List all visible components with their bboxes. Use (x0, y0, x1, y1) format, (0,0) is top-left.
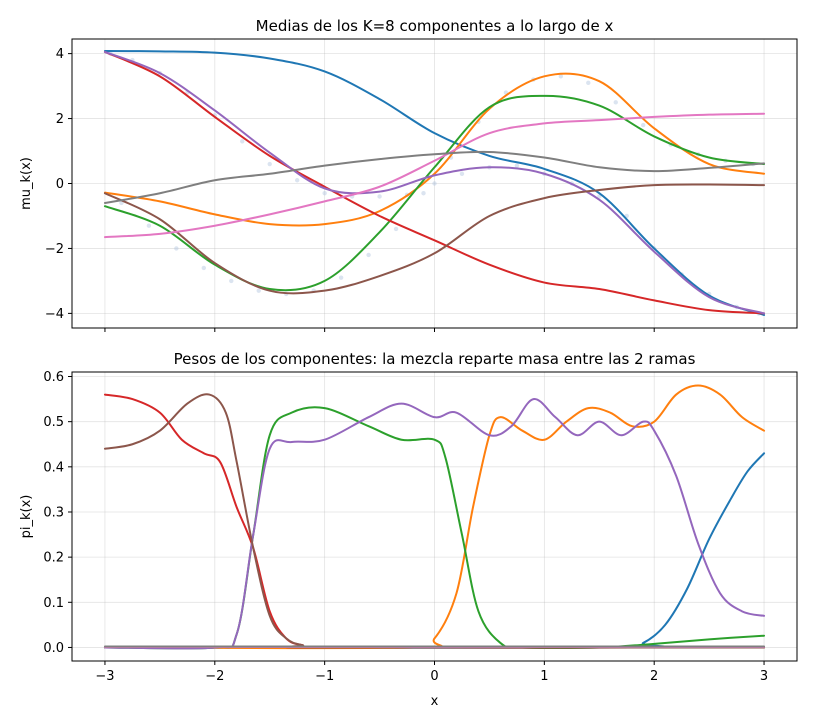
y-tick-label: 0.5 (43, 415, 64, 430)
series-line-7 (103, 112, 766, 239)
chart-panel-means: −4 −2 0 2 4 Medias de los K=8 componentes a l… (19, 17, 798, 332)
data-point (146, 223, 152, 228)
x-tick-label: −3 (95, 669, 114, 684)
chart-title: Medias de los K=8 componentes a lo largo… (256, 17, 614, 35)
x-axis-label: x (431, 694, 439, 709)
data-point (421, 191, 426, 196)
data-point (586, 80, 591, 86)
data-point (240, 139, 245, 144)
y-tick-label: 0.4 (43, 460, 64, 475)
series-line-6 (103, 183, 766, 295)
y-axis-label: mu_k(x) (19, 157, 34, 210)
y-tick-label: 2 (56, 112, 64, 127)
y-tick-label: 0.6 (43, 370, 64, 385)
x-tick-label: 2 (650, 669, 658, 684)
y-tick-label: 0.1 (43, 596, 64, 611)
y-tick-label: −4 (45, 307, 64, 322)
data-point (366, 252, 371, 258)
x-tick-label: −2 (205, 669, 224, 684)
data-point (393, 226, 399, 232)
data-point (201, 265, 207, 271)
data-point (338, 275, 344, 280)
y-tick-label: 0.2 (43, 551, 64, 566)
series-line-3 (103, 94, 766, 292)
series-line-4 (103, 50, 766, 315)
series-line-5 (103, 398, 766, 650)
series-line-2 (103, 384, 766, 650)
y-tick-label: 0.3 (43, 505, 64, 520)
grid-lines (72, 39, 797, 328)
data-point (641, 122, 646, 128)
data-point (377, 194, 382, 199)
y-tick-label: 0.0 (43, 641, 64, 656)
data-point (613, 100, 618, 105)
y-tick-label: −2 (45, 242, 64, 257)
data-point (459, 171, 465, 176)
data-point (229, 278, 234, 284)
y-axis-label: pi_k(x) (19, 495, 34, 539)
series-line-5 (103, 50, 766, 315)
series-line-8 (103, 150, 766, 204)
data-point (322, 191, 327, 196)
series-line-2 (103, 72, 766, 227)
data-point (267, 161, 272, 167)
data-point (514, 163, 520, 168)
y-tick-label: 4 (56, 47, 64, 62)
data-point (597, 194, 602, 199)
data-point (119, 200, 124, 206)
plot-area (103, 50, 766, 317)
x-tick-label: 1 (540, 669, 548, 684)
chart-title: Pesos de los componentes: la mezcla repa… (174, 350, 696, 368)
y-tick-label: 0 (56, 177, 64, 192)
x-tick-label: 0 (430, 669, 438, 684)
chart-panel-weights: −3 −2 −1 0 1 2 3 0.0 0.1 0.2 0.3 0.4 0.5 0.6 Pesos de … (19, 350, 798, 709)
data-point (256, 288, 261, 293)
series-line-1 (103, 50, 766, 317)
x-tick-label: 3 (760, 669, 768, 684)
data-point (174, 246, 179, 251)
data-point (558, 74, 564, 79)
data-point (294, 178, 300, 183)
x-tick-label: −1 (315, 669, 334, 684)
plot-area (103, 384, 766, 650)
data-point (432, 181, 437, 186)
